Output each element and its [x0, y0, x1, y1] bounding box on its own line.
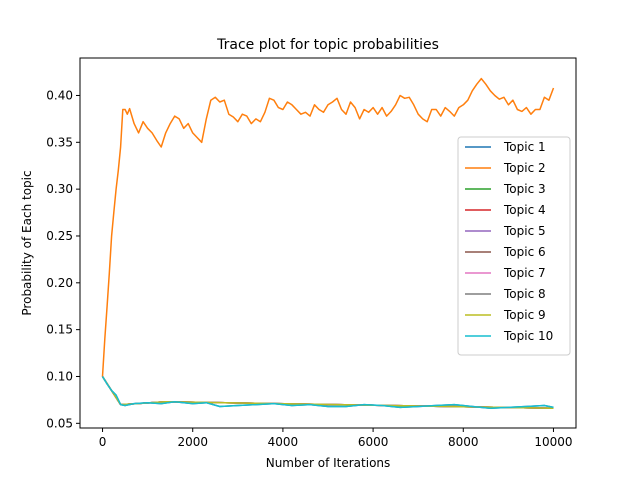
- y-tick-label: 0.10: [46, 369, 73, 383]
- y-tick-label: 0.05: [46, 416, 73, 430]
- series-line-topic-7: [101, 376, 554, 410]
- chart-title: Trace plot for topic probabilities: [216, 37, 439, 53]
- legend-label-topic-6: Topic 6: [503, 245, 546, 259]
- x-axis-label: Number of Iterations: [266, 456, 391, 470]
- x-tick-label: 4000: [268, 435, 299, 449]
- plot-frame: [79, 57, 577, 429]
- series-line-topic-10: [101, 376, 554, 410]
- legend-label-topic-3: Topic 3: [503, 182, 546, 196]
- y-axis-label: Probability of Each topic: [20, 170, 34, 315]
- series-line-topic-6: [101, 376, 554, 410]
- legend-label-topic-5: Topic 5: [503, 224, 546, 238]
- legend: Topic 1 Topic 2 Topic 3 Topic 4 Topic 5 Topic…: [457, 136, 571, 356]
- y-tick-label: 0.25: [46, 229, 73, 243]
- legend-label-topic-8: Topic 8: [503, 287, 546, 301]
- y-tick-label: 0.35: [46, 135, 73, 149]
- legend-label-topic-2: Topic 2: [503, 161, 546, 175]
- y-tick-label: 0.40: [46, 88, 73, 102]
- series-line-topic-3: [101, 376, 554, 410]
- legend-label-topic-7: Topic 7: [503, 266, 546, 280]
- x-tick-label: 10000: [534, 435, 572, 449]
- legend-label-topic-4: Topic 4: [503, 203, 546, 217]
- series-line-topic-9: [101, 376, 554, 410]
- legend-label-topic-10: Topic 10: [503, 329, 553, 343]
- x-tick-label: 6000: [358, 435, 389, 449]
- y-tick-label: 0.20: [46, 276, 73, 290]
- legend-label-topic-9: Topic 9: [503, 308, 546, 322]
- series-layer: [101, 77, 555, 410]
- legend-label-topic-1: Topic 1: [503, 140, 546, 154]
- x-tick-label: 2000: [177, 435, 208, 449]
- legend-box: [457, 136, 571, 356]
- y-tick-label: 0.30: [46, 182, 73, 196]
- series-line-topic-5: [101, 376, 554, 410]
- x-tick-label: 0: [99, 435, 107, 449]
- y-tick-label: 0.15: [46, 323, 73, 337]
- series-line-topic-1: [101, 376, 554, 410]
- y-axis-ticks: 0.05 0.10 0.15 0.20 0.25 0.30 0.35 0.40: [46, 88, 80, 430]
- series-line-topic-8: [101, 376, 554, 410]
- series-line-topic-2: [101, 77, 555, 377]
- x-axis-ticks: 0 2000 4000 6000 8000 10000: [99, 428, 573, 449]
- x-tick-label: 8000: [448, 435, 479, 449]
- series-line-topic-4: [101, 376, 554, 410]
